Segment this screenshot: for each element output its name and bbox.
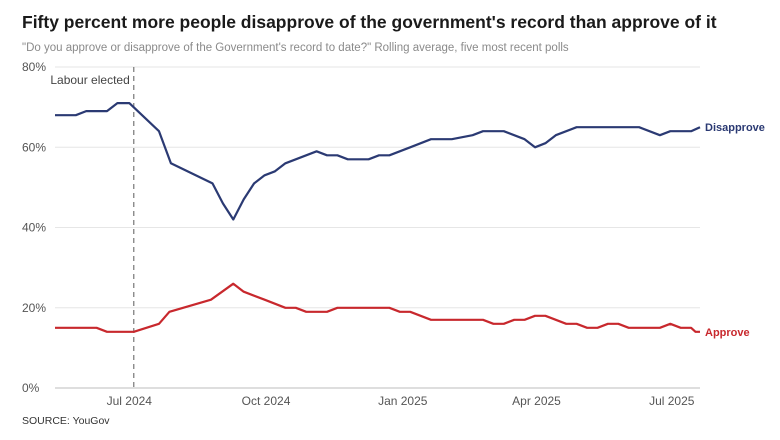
x-tick-label: Apr 2025 <box>512 394 561 408</box>
y-axis: 0% 20% 40% 60% 80% <box>22 60 46 395</box>
annotation: Labour elected <box>50 67 135 388</box>
x-tick-label: Jul 2024 <box>107 394 153 408</box>
y-tick-label: 40% <box>22 221 46 235</box>
series-line-approve <box>55 282 700 333</box>
source-note: SOURCE: YouGov <box>22 415 110 427</box>
series-lines: Disapprove Approve <box>55 102 765 339</box>
series-label-disapprove: Disapprove <box>705 122 765 134</box>
x-tick-label: Jan 2025 <box>378 394 428 408</box>
y-tick-label: 20% <box>22 301 46 315</box>
x-tick-label: Jul 2025 <box>649 394 695 408</box>
y-tick-label: 60% <box>22 140 46 154</box>
chart-subtitle: "Do you approve or disapprove of the Gov… <box>22 42 569 54</box>
x-tick-label: Oct 2024 <box>242 394 291 408</box>
y-tick-label: 80% <box>22 60 46 74</box>
gridlines <box>55 66 700 389</box>
y-tick-label: 0% <box>22 381 40 395</box>
chart-title: Fifty percent more people disapprove of … <box>22 12 717 32</box>
series-line-disapprove <box>55 102 701 221</box>
annotation-label: Labour elected <box>50 73 129 87</box>
series-label-approve: Approve <box>705 327 750 339</box>
x-axis: Jul 2024 Oct 2024 Jan 2025 Apr 2025 Jul 2025 <box>107 394 695 408</box>
